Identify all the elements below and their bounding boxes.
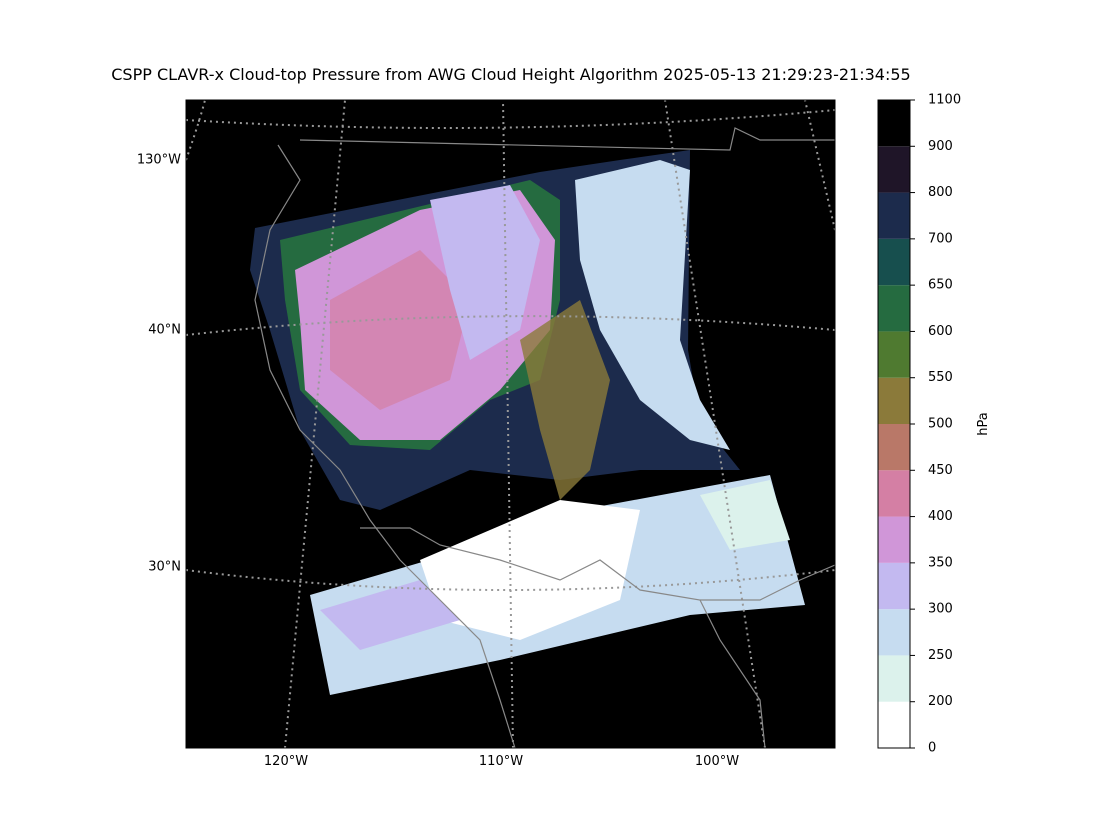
- colorbar-tick-label: 700: [928, 231, 953, 246]
- cloud-region: [700, 480, 790, 550]
- colorbar-tick-label: 450: [928, 463, 953, 478]
- coastline: [254, 127, 835, 748]
- cloud-region: [430, 185, 540, 360]
- graticule: [186, 100, 835, 748]
- colorbar-segment: [878, 516, 910, 563]
- colorbar-segment: [878, 331, 910, 378]
- cloud-region: [320, 580, 460, 650]
- colorbar-tick-label: 350: [928, 555, 953, 570]
- map-frame: [185, 99, 836, 749]
- colorbar-tick-label: 650: [928, 278, 953, 293]
- colorbar-segment: [878, 562, 910, 610]
- colorbar-segment: [878, 701, 910, 748]
- cloud-region: [575, 160, 730, 450]
- colorbar-tick-label: 800: [928, 185, 953, 200]
- lon-label: 120°W: [264, 754, 308, 769]
- colorbar-tick-label: 0: [928, 741, 936, 756]
- lon-label: 110°W: [479, 754, 523, 769]
- map-title: CSPP CLAVR-x Cloud-top Pressure from AWG…: [111, 65, 910, 84]
- colorbar-tick-label: 900: [928, 139, 953, 154]
- colorbar-segment: [878, 377, 910, 424]
- colorbar-tick-label: 200: [928, 694, 953, 709]
- cloud-region: [520, 300, 610, 500]
- colorbar-segment: [878, 146, 910, 193]
- colorbar-segment: [878, 655, 910, 702]
- colorbar-segment: [878, 285, 910, 332]
- colorbar-tick-label: 400: [928, 509, 953, 524]
- colorbar-segment: [878, 100, 910, 147]
- colorbar-segment: [878, 238, 910, 286]
- lat-label: 130°W: [137, 153, 181, 168]
- colorbar-label: hPa: [976, 412, 991, 435]
- colorbar-tick-label: 600: [928, 324, 953, 339]
- colorbar-tick-label: 1100: [928, 93, 961, 108]
- lat-label: 30°N: [148, 560, 181, 575]
- lon-label: 100°W: [695, 754, 739, 769]
- colorbar-segment: [878, 192, 910, 239]
- map-panel: [186, 100, 835, 748]
- cloud-region: [330, 250, 470, 410]
- colorbar-tick-label: 250: [928, 648, 953, 663]
- colorbar-tick-label: 550: [928, 370, 953, 385]
- colorbar-segment: [878, 424, 910, 471]
- colorbar-segment: [878, 609, 910, 656]
- colorbar-tick-label: 500: [928, 417, 953, 432]
- colorbar-segment: [878, 470, 910, 517]
- colorbar-tick-label: 300: [928, 602, 953, 617]
- lat-label: 40°N: [148, 323, 181, 338]
